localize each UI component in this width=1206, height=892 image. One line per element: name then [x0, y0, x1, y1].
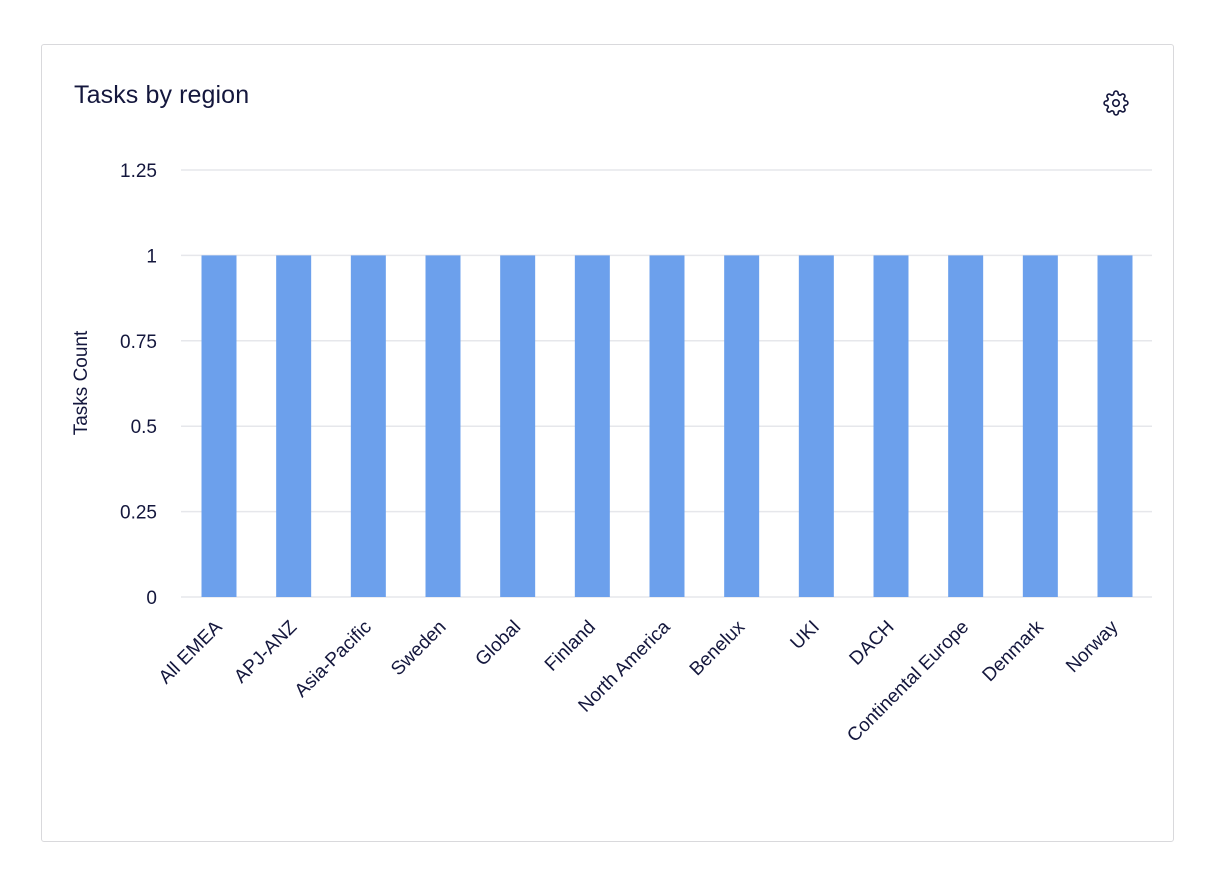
settings-button[interactable]: [1100, 87, 1132, 119]
bar-norway[interactable]: [1097, 255, 1133, 597]
bar-continental-europe[interactable]: [948, 255, 984, 597]
x-tick-label: Benelux: [686, 616, 750, 680]
bar-sweden[interactable]: [425, 255, 461, 597]
x-tick-label: Continental Europe: [843, 617, 973, 747]
gear-icon: [1103, 90, 1129, 116]
y-tick-label: 0.75: [120, 332, 157, 353]
x-tick-label: Sweden: [387, 617, 450, 680]
y-axis-ticks: 0 0.25 0.5 0.75 1 1.25: [120, 161, 157, 609]
bar-uki[interactable]: [798, 255, 834, 597]
x-tick-label: Finland: [541, 617, 600, 676]
x-tick-label: Asia-Pacific: [291, 617, 376, 702]
x-tick-label: DACH: [846, 617, 899, 670]
y-tick-label: 0.5: [131, 417, 157, 438]
y-tick-label: 1: [146, 246, 157, 267]
x-tick-label: APJ-ANZ: [230, 616, 301, 687]
y-tick-label: 0.25: [120, 503, 157, 524]
chart-title: Tasks by region: [74, 81, 250, 109]
bar-global[interactable]: [500, 255, 536, 597]
bar-all-emea[interactable]: [201, 255, 237, 597]
x-tick-label: Global: [472, 617, 526, 671]
bar-dach[interactable]: [873, 255, 909, 597]
bar-asia-pacific[interactable]: [350, 255, 386, 597]
y-tick-label: 0: [146, 588, 157, 609]
x-tick-label: All EMEA: [155, 616, 227, 688]
x-tick-label: Denmark: [979, 616, 1049, 686]
bar-north-america[interactable]: [649, 255, 685, 597]
bar-denmark[interactable]: [1022, 255, 1058, 597]
bar-finland[interactable]: [574, 255, 610, 597]
x-tick-label: UKI: [787, 617, 824, 654]
y-tick-label: 1.25: [120, 161, 157, 182]
bars: [201, 255, 1133, 597]
x-tick-label: Norway: [1062, 616, 1123, 677]
y-axis-title: Tasks Count: [71, 330, 92, 435]
bar-benelux[interactable]: [724, 255, 760, 597]
bar-apj-anz[interactable]: [276, 255, 312, 597]
